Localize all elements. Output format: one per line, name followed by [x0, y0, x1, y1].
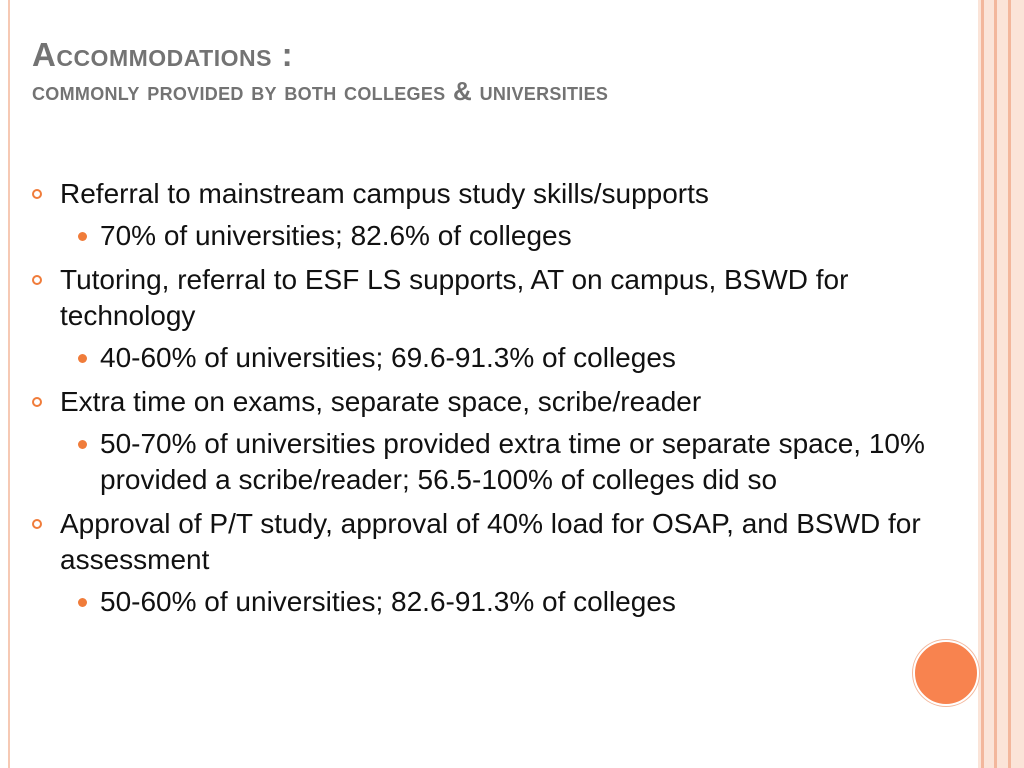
- bullet-item: Referral to mainstream campus study skil…: [30, 176, 965, 212]
- bullet-text: Extra time on exams, separate space, scr…: [60, 386, 702, 417]
- sub-bullet-text: 40-60% of universities; 69.6-91.3% of co…: [100, 342, 676, 373]
- bullet-list: Referral to mainstream campus study skil…: [30, 176, 965, 628]
- sub-bullet-text: 70% of universities; 82.6% of colleges: [100, 220, 572, 251]
- sub-bullet-item: 70% of universities; 82.6% of colleges: [30, 218, 965, 254]
- slide-title-block: Accommodations : commonly provided by bo…: [32, 36, 608, 108]
- dot-bullet-icon: [78, 440, 87, 449]
- dot-bullet-icon: [78, 354, 87, 363]
- sub-bullet-item: 50-70% of universities provided extra ti…: [30, 426, 965, 498]
- bullet-text: Approval of P/T study, approval of 40% l…: [60, 508, 921, 575]
- bullet-item: Approval of P/T study, approval of 40% l…: [30, 506, 965, 578]
- ring-bullet-icon: [32, 189, 42, 199]
- slide-title: Accommodations :: [32, 36, 294, 73]
- sub-bullet-text: 50-60% of universities; 82.6-91.3% of co…: [100, 586, 676, 617]
- ring-bullet-icon: [32, 397, 42, 407]
- ring-bullet-icon: [32, 275, 42, 285]
- bullet-item: Extra time on exams, separate space, scr…: [30, 384, 965, 420]
- slide-subtitle: commonly provided by both colleges & uni…: [32, 76, 609, 106]
- sub-bullet-item: 40-60% of universities; 69.6-91.3% of co…: [30, 340, 965, 376]
- ring-bullet-icon: [32, 519, 42, 529]
- dot-bullet-icon: [78, 232, 87, 241]
- right-decorative-stripes: [978, 0, 1024, 768]
- bullet-item: Tutoring, referral to ESF LS supports, A…: [30, 262, 965, 334]
- left-border-line: [8, 0, 10, 768]
- decorative-circle: [913, 640, 979, 706]
- sub-bullet-item: 50-60% of universities; 82.6-91.3% of co…: [30, 584, 965, 620]
- bullet-text: Referral to mainstream campus study skil…: [60, 178, 709, 209]
- dot-bullet-icon: [78, 598, 87, 607]
- sub-bullet-text: 50-70% of universities provided extra ti…: [100, 428, 925, 495]
- bullet-text: Tutoring, referral to ESF LS supports, A…: [60, 264, 849, 331]
